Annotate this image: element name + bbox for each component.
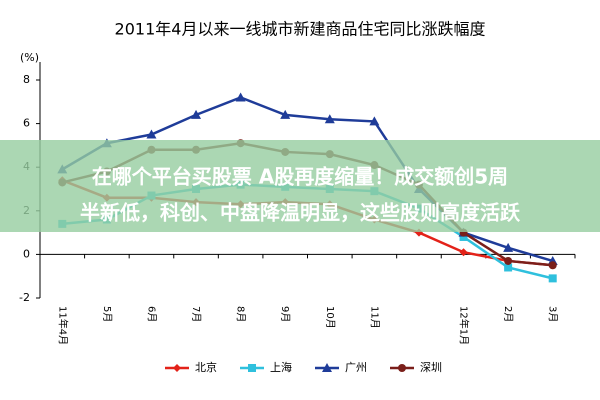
point <box>191 109 202 119</box>
point <box>235 92 246 102</box>
point <box>504 263 513 272</box>
point <box>322 363 332 372</box>
point <box>146 129 157 139</box>
x-tick-label: 3月 <box>547 306 559 322</box>
point <box>280 109 291 119</box>
y-tick-label: -2 <box>19 291 30 304</box>
overlay-text: 半新低，科创、中盘降温明显，这些股则高度活跃 <box>80 201 521 225</box>
point <box>173 364 181 372</box>
x-tick-label: 11年4月 <box>56 306 69 345</box>
point <box>548 261 557 270</box>
x-tick-label: 11月 <box>368 306 380 329</box>
legend-label: 上海 <box>270 360 292 374</box>
x-tick-label: 12年1月 <box>458 306 471 345</box>
y-tick-label: 0 <box>23 247 30 260</box>
point <box>504 256 513 265</box>
y-tick-label: 8 <box>23 73 30 86</box>
x-tick-label: 10月 <box>324 306 336 329</box>
point <box>398 364 406 372</box>
point <box>548 274 557 283</box>
overlay-band <box>0 140 600 232</box>
y-axis-label: (%) <box>20 51 39 64</box>
point <box>369 116 380 126</box>
point <box>324 114 335 124</box>
x-tick-label: 8月 <box>235 306 247 322</box>
x-tick-label: 7月 <box>190 306 202 322</box>
point <box>459 232 468 241</box>
x-tick-label: 6月 <box>145 306 157 322</box>
overlay-text: 在哪个平台买股票 A股再度缩量！成交额创5周 <box>92 165 508 189</box>
legend-label: 广州 <box>345 361 367 374</box>
chart-title: 2011年4月以来一线城市新建商品住宅同比涨跌幅度 <box>115 20 486 39</box>
point <box>248 364 256 372</box>
y-tick-label: 6 <box>23 117 30 130</box>
point <box>503 242 514 252</box>
legend-label: 北京 <box>195 360 217 374</box>
x-tick-label: 5月 <box>101 306 113 322</box>
legend-label: 深圳 <box>420 361 442 374</box>
x-tick-label: 9月 <box>279 306 291 322</box>
x-tick-label: 2月 <box>502 306 514 322</box>
series-line <box>61 96 554 263</box>
point <box>459 248 468 257</box>
